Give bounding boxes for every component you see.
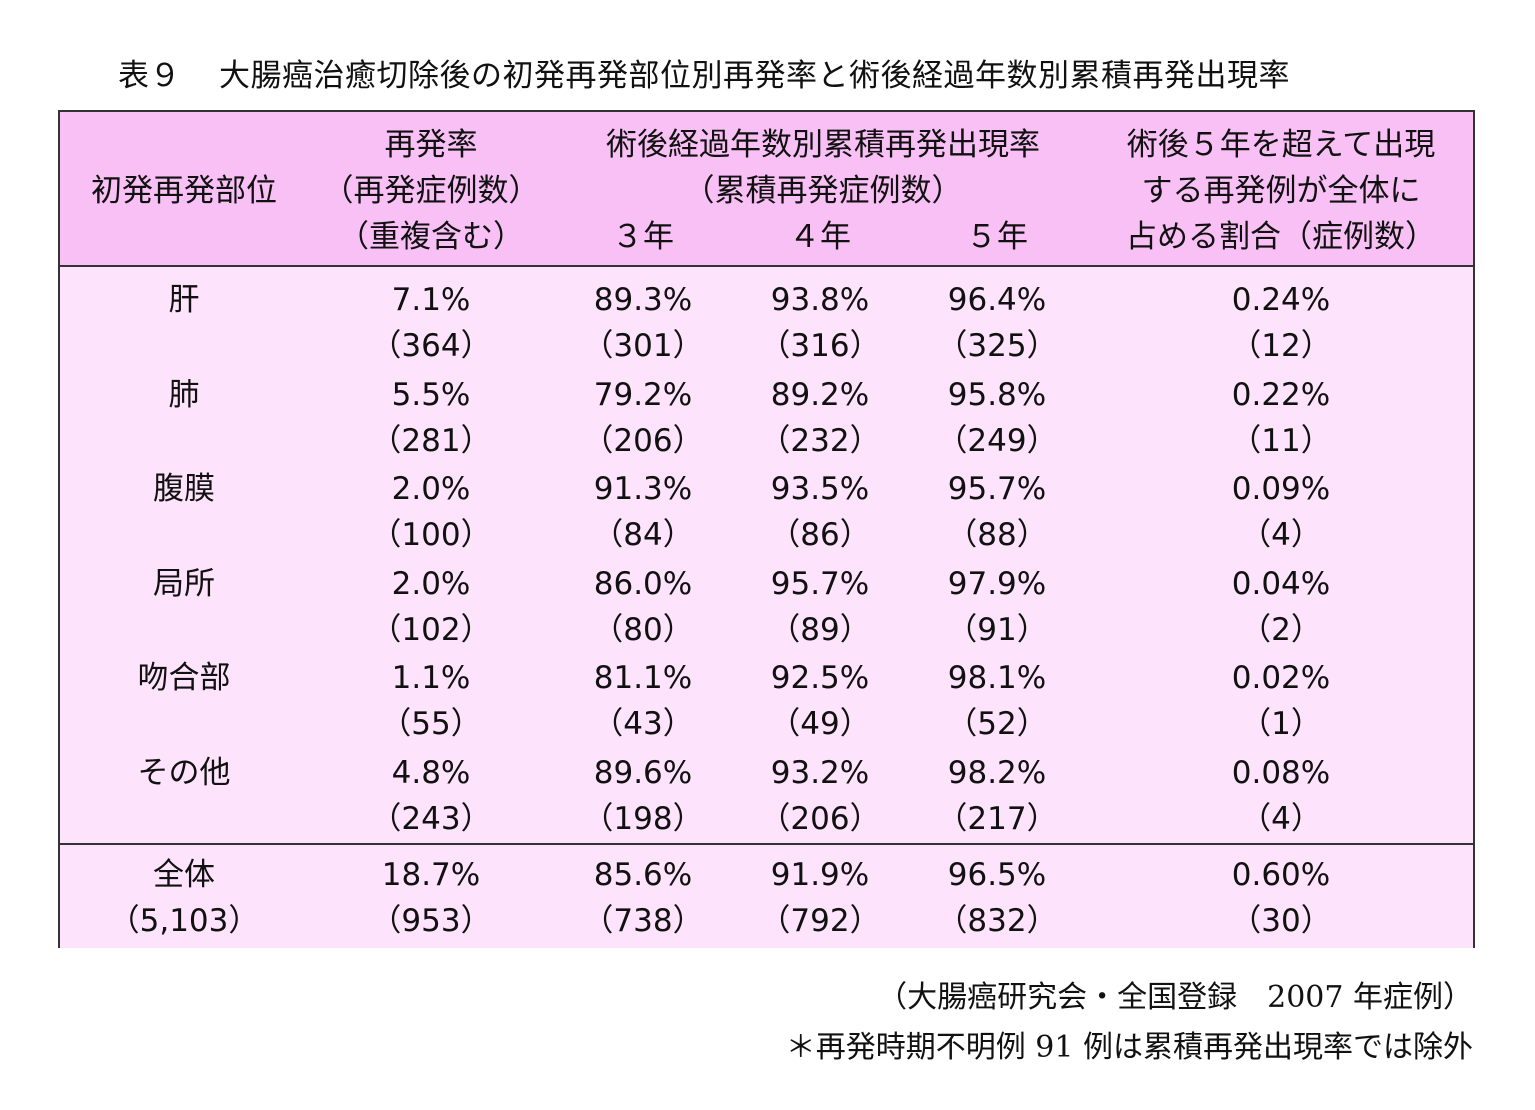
cell-rate-count: （55） bbox=[380, 706, 482, 742]
header-year3: ３年 bbox=[612, 219, 674, 255]
cell-y4: 89.2% bbox=[770, 376, 870, 413]
total-year4: 91.9% bbox=[770, 857, 870, 893]
cell-over5-count: （4） bbox=[1240, 800, 1322, 837]
cell-y4-count: （316） bbox=[759, 328, 881, 364]
table-title-text: 大腸癌治癒切除後の初発再発部位別再発率と術後経過年数別累積再発出現率 bbox=[219, 58, 1290, 94]
cell-rate-count: （100） bbox=[370, 517, 492, 553]
cell-site: 肝 bbox=[168, 282, 200, 318]
cell-site: 肺 bbox=[168, 376, 200, 413]
source-note: （大腸癌研究会・全国登録 2007 年症例） bbox=[877, 980, 1473, 1015]
cell-over5: 0.08% bbox=[1231, 754, 1331, 791]
cell-y3-count: （80） bbox=[592, 611, 694, 648]
total-over5-count: （30） bbox=[1230, 903, 1332, 939]
cell-site: 局所 bbox=[153, 565, 215, 602]
cell-y4-count: （86） bbox=[769, 517, 871, 553]
cell-rate: 5.5% bbox=[391, 376, 471, 413]
cell-rate-count: （281） bbox=[370, 422, 492, 459]
cell-over5-count: （11） bbox=[1230, 422, 1332, 459]
header-rate-line3: （重複含む） bbox=[338, 219, 524, 255]
header-over5-line3: 占める割合（症例数） bbox=[1126, 219, 1436, 255]
cell-over5: 0.02% bbox=[1231, 660, 1331, 696]
cell-y5-count: （88） bbox=[946, 517, 1048, 553]
header-over5-line1: 術後５年を超えて出現 bbox=[1126, 127, 1436, 163]
cell-y3: 86.0% bbox=[593, 565, 693, 602]
cell-over5: 0.22% bbox=[1231, 376, 1331, 413]
cell-rate-count: （243） bbox=[370, 800, 492, 837]
cell-y5: 97.9% bbox=[947, 565, 1047, 602]
table-number: 表９ bbox=[118, 58, 181, 94]
cell-y5: 98.2% bbox=[947, 754, 1047, 791]
header-year4: ４年 bbox=[789, 219, 851, 255]
cell-y5: 95.7% bbox=[947, 471, 1047, 507]
cell-y3: 81.1% bbox=[593, 660, 693, 696]
cell-y3: 89.6% bbox=[593, 754, 693, 791]
cell-y3: 89.3% bbox=[593, 282, 693, 318]
cell-y4-count: （232） bbox=[759, 422, 881, 459]
table-title: 表９ 大腸癌治癒切除後の初発再発部位別再発率と術後経過年数別累積再発出現率 bbox=[118, 50, 1290, 95]
cell-site: その他 bbox=[137, 754, 231, 791]
header-rate-line1: 再発率 bbox=[384, 127, 478, 163]
cell-y3: 79.2% bbox=[593, 376, 693, 413]
cell-site: 腹膜 bbox=[153, 471, 215, 507]
total-year3: 85.6% bbox=[593, 857, 693, 893]
cell-site: 吻合部 bbox=[137, 660, 231, 696]
cell-y5: 95.8% bbox=[947, 376, 1047, 413]
cell-y5-count: （325） bbox=[936, 328, 1058, 364]
header-year5: ５年 bbox=[966, 219, 1028, 255]
cell-over5-count: （12） bbox=[1230, 328, 1332, 364]
cell-y4-count: （206） bbox=[759, 800, 881, 837]
cell-y5-count: （249） bbox=[936, 422, 1058, 459]
total-site-count: （5,103） bbox=[108, 903, 260, 939]
cell-y4: 93.2% bbox=[770, 754, 870, 791]
cell-over5-count: （1） bbox=[1240, 706, 1322, 742]
table-header: 初発再発部位 再発率 （再発症例数） （重複含む） 術後経過年数別累積再発出現率… bbox=[60, 112, 1473, 267]
cell-y4: 93.8% bbox=[770, 282, 870, 318]
cell-y4-count: （49） bbox=[769, 706, 871, 742]
cell-y3-count: （198） bbox=[582, 800, 704, 837]
exclusion-note: ＊再発時期不明例 91 例は累積再発出現率では除外 bbox=[785, 1030, 1473, 1065]
cell-y5-count: （91） bbox=[946, 611, 1048, 648]
recurrence-table: 初発再発部位 再発率 （再発症例数） （重複含む） 術後経過年数別累積再発出現率… bbox=[58, 110, 1475, 948]
cell-y5: 98.1% bbox=[947, 660, 1047, 696]
table-total-row: 全体 （5,103） 18.7% （953） 85.6% （738） 91.9%… bbox=[60, 845, 1473, 948]
total-year4-count: （792） bbox=[759, 903, 881, 939]
cell-over5: 0.04% bbox=[1231, 565, 1331, 602]
cell-rate: 4.8% bbox=[391, 754, 471, 791]
cell-y5: 96.4% bbox=[947, 282, 1047, 318]
header-cumulative-line1: 術後経過年数別累積再発出現率 bbox=[606, 127, 1040, 163]
cell-y4: 95.7% bbox=[770, 565, 870, 602]
cell-rate: 2.0% bbox=[391, 565, 471, 602]
cell-y4-count: （89） bbox=[769, 611, 871, 648]
cell-over5: 0.24% bbox=[1231, 282, 1331, 318]
total-over5: 0.60% bbox=[1231, 857, 1331, 893]
cell-rate-count: （102） bbox=[370, 611, 492, 648]
cell-y5-count: （217） bbox=[936, 800, 1058, 837]
cell-over5: 0.09% bbox=[1231, 471, 1331, 507]
header-site: 初発再発部位 bbox=[91, 173, 277, 209]
cell-rate: 1.1% bbox=[391, 660, 471, 696]
header-over5-line2: する再発例が全体に bbox=[1141, 173, 1421, 209]
table-body: 肝 7.1% （364） 89.3% （301） 93.8% （316） 96.4% （325）… bbox=[60, 267, 1473, 845]
cell-y5-count: （52） bbox=[946, 706, 1048, 742]
cell-y3-count: （301） bbox=[582, 328, 704, 364]
header-rate-line2: （再発症例数） bbox=[322, 173, 540, 209]
total-site: 全体 bbox=[153, 857, 215, 893]
cell-rate: 2.0% bbox=[391, 471, 471, 507]
cell-y3: 91.3% bbox=[593, 471, 693, 507]
cell-y4: 93.5% bbox=[770, 471, 870, 507]
cell-over5-count: （2） bbox=[1240, 611, 1322, 648]
cell-rate: 7.1% bbox=[391, 282, 471, 318]
total-rate-count: （953） bbox=[370, 903, 492, 939]
total-year5: 96.5% bbox=[947, 857, 1047, 893]
total-year5-count: （832） bbox=[936, 903, 1058, 939]
total-rate: 18.7% bbox=[381, 857, 481, 893]
cell-rate-count: （364） bbox=[370, 328, 492, 364]
cell-y3-count: （84） bbox=[592, 517, 694, 553]
cell-y3-count: （206） bbox=[582, 422, 704, 459]
total-year3-count: （738） bbox=[582, 903, 704, 939]
cell-y4: 92.5% bbox=[770, 660, 870, 696]
header-cumulative-line2: （累積再発症例数） bbox=[683, 173, 963, 209]
cell-over5-count: （4） bbox=[1240, 517, 1322, 553]
cell-y3-count: （43） bbox=[592, 706, 694, 742]
